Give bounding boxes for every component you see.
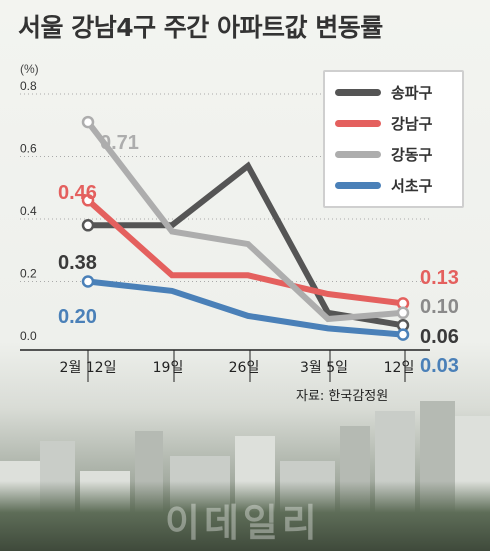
data-point-marker bbox=[81, 275, 95, 288]
data-point-marker bbox=[396, 306, 410, 320]
series-line bbox=[86, 198, 404, 307]
data-label: 0.10 bbox=[420, 296, 459, 318]
chart-legend: 송파구 강남구 강동구 서초구 bbox=[323, 70, 464, 208]
legend-item-gangdong: 강동구 bbox=[335, 142, 432, 166]
chart-title: 서울 강남4구 주간 아파트값 변동률 bbox=[18, 13, 383, 42]
x-tick-label: 12일 bbox=[384, 360, 415, 376]
city-background-photo bbox=[0, 401, 490, 551]
x-tick-label: 26일 bbox=[229, 360, 260, 376]
legend-swatch-gangdong bbox=[335, 150, 381, 158]
y-tick-label: 0.4 bbox=[20, 204, 37, 218]
data-label: 0.38 bbox=[58, 252, 97, 274]
data-point-marker bbox=[81, 219, 95, 232]
legend-label-gangdong: 강동구 bbox=[391, 145, 433, 164]
legend-swatch-gangnam bbox=[335, 119, 381, 127]
data-point-marker bbox=[81, 194, 95, 207]
data-label: 0.71 bbox=[100, 132, 139, 154]
legend-item-seocho: 서초구 bbox=[335, 173, 432, 197]
y-tick-label: 0.2 bbox=[20, 267, 37, 281]
data-point-marker bbox=[81, 115, 95, 129]
x-tick-label: 2월 12일 bbox=[60, 360, 117, 376]
y-tick-label: 0.8 bbox=[20, 79, 37, 93]
y-axis-unit-label: (%) bbox=[20, 62, 39, 76]
data-label: 0.46 bbox=[58, 182, 97, 204]
data-point-marker bbox=[396, 328, 410, 341]
legend-label-songpa: 송파구 bbox=[391, 83, 433, 102]
source-note: 자료: 한국감정원 bbox=[296, 389, 389, 404]
series-line bbox=[85, 120, 404, 323]
data-label: 0.13 bbox=[420, 267, 459, 289]
legend-label-gangnam: 강남구 bbox=[391, 114, 433, 133]
data-label: 0.20 bbox=[58, 306, 97, 328]
legend-swatch-songpa bbox=[335, 88, 381, 96]
x-tick-label: 19일 bbox=[153, 360, 184, 376]
legend-label-seocho: 서초구 bbox=[391, 176, 433, 195]
data-label: 0.03 bbox=[420, 355, 459, 377]
legend-item-songpa: 송파구 bbox=[335, 80, 432, 104]
legend-item-gangnam: 강남구 bbox=[335, 111, 432, 135]
data-label: 0.06 bbox=[420, 326, 459, 348]
watermark-logo: 이데일리 bbox=[165, 501, 321, 545]
legend-swatch-seocho bbox=[335, 181, 381, 189]
x-tick-label: 3월 5일 bbox=[300, 360, 348, 376]
y-tick-label: 0.0 bbox=[20, 329, 37, 343]
y-tick-label: 0.6 bbox=[20, 142, 37, 156]
series-line bbox=[87, 278, 404, 338]
